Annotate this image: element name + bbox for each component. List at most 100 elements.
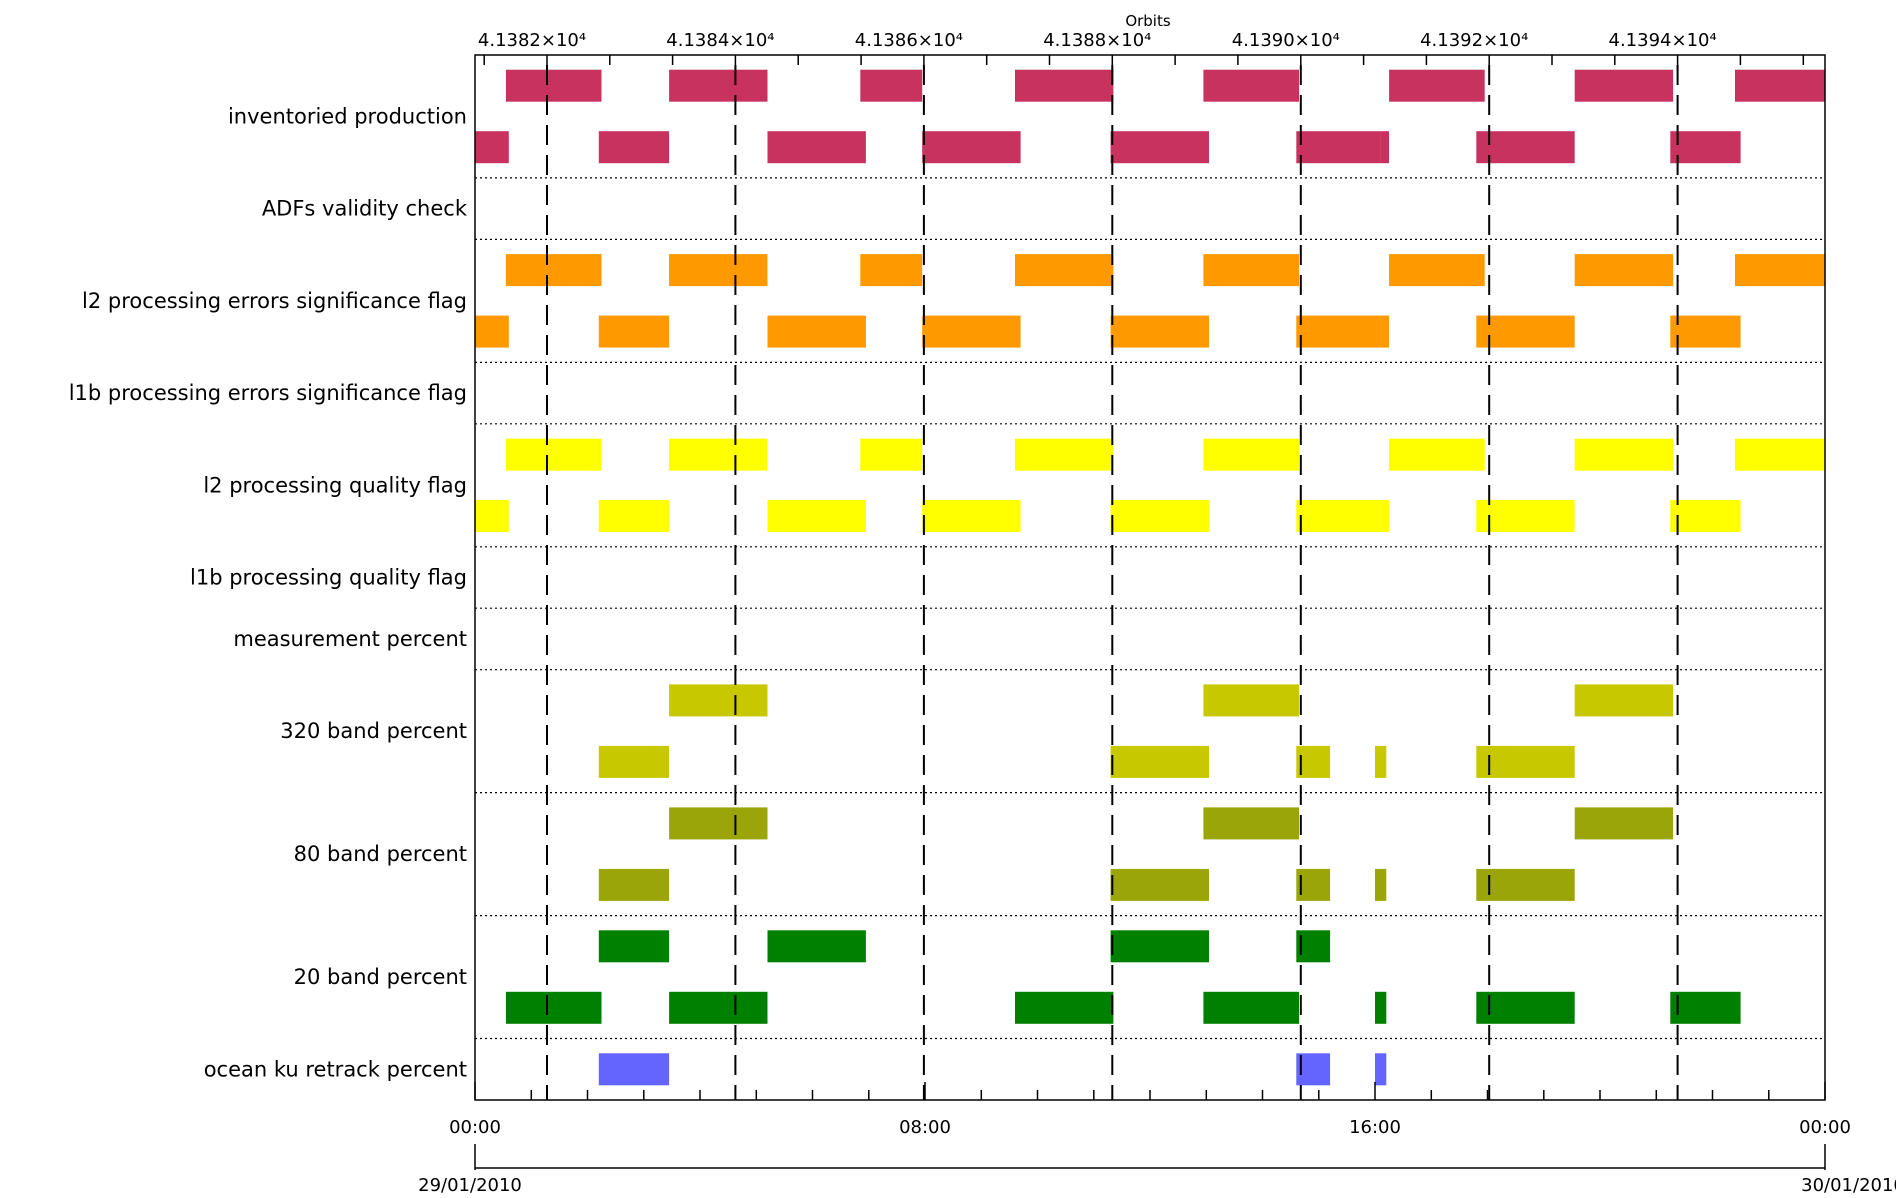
bar-9-8	[1375, 991, 1387, 1024]
row-label-3: l1b processing errors significance flag	[69, 381, 467, 405]
bar-10-2	[1375, 1053, 1387, 1086]
bar-8-5	[1296, 868, 1331, 901]
bar-4-15	[1476, 500, 1575, 532]
axes-layer	[474, 54, 1826, 1170]
bar-4-16	[1670, 500, 1741, 532]
bar-8-3	[598, 868, 670, 901]
row-label-4: l2 processing quality flag	[203, 473, 467, 497]
bar-9-2	[1110, 930, 1209, 963]
bar-4-8	[475, 500, 509, 532]
end-date-label: 30/01/2010	[1801, 1175, 1896, 1196]
bar-8-0	[669, 807, 768, 840]
bar-8-6	[1375, 868, 1387, 901]
row-label-0: inventoried production	[228, 105, 467, 129]
bottom-tick-label-2: 16:00	[1349, 1117, 1401, 1138]
top-tick-label-5: 4.1392×10⁴	[1420, 30, 1528, 51]
labels-layer: inventoried production ADFs validity chec…	[69, 30, 1851, 1138]
row-label-5: l1b processing quality flag	[190, 566, 467, 590]
bar-7-7	[1476, 745, 1575, 778]
bar-2-12	[1110, 315, 1209, 348]
bar-10-1	[1296, 1053, 1331, 1086]
row-label-8: 80 band percent	[294, 842, 467, 866]
bar-8-4	[1110, 868, 1209, 901]
grid-layer	[475, 65, 1825, 1100]
bar-4-11	[922, 500, 1021, 532]
bar-8-7	[1476, 868, 1575, 901]
top-tick-label-3: 4.1388×10⁴	[1043, 30, 1151, 51]
bar-0-9	[598, 131, 670, 164]
top-tick-label-0: 4.1382×10⁴	[478, 30, 586, 51]
row-label-6: measurement percent	[233, 627, 467, 651]
bar-0-5	[1389, 69, 1485, 102]
bar-0-11	[922, 131, 1021, 164]
bar-4-9	[598, 500, 670, 532]
bar-2-11	[922, 315, 1021, 348]
bar-8-2	[1574, 807, 1674, 840]
bar-2-8	[475, 315, 509, 348]
bar-9-3	[1296, 930, 1331, 963]
bar-9-9	[1476, 991, 1575, 1024]
bar-2-7	[1735, 254, 1825, 287]
bar-0-3	[1015, 69, 1114, 102]
bar-4-5	[1389, 438, 1485, 471]
bar-4-10	[767, 500, 866, 532]
bar-0-12	[1110, 131, 1209, 164]
bar-9-1	[767, 930, 866, 963]
bar-2-6	[1574, 254, 1674, 287]
bars-layer	[475, 69, 1825, 1086]
bar-2-4	[1203, 254, 1299, 287]
bar-0-15	[1476, 131, 1575, 164]
bar-7-5	[1296, 745, 1331, 778]
bar-0-10	[767, 131, 866, 164]
row-label-7: 320 band percent	[280, 719, 467, 743]
bar-0-16	[1670, 131, 1741, 164]
bar-9-4	[505, 991, 602, 1024]
bar-0-8	[475, 131, 509, 164]
bar-2-13	[1296, 315, 1381, 348]
bar-9-7	[1203, 991, 1299, 1024]
bar-7-3	[598, 745, 670, 778]
bottom-tick-label-3: 00:00	[1799, 1117, 1851, 1138]
bottom-tick-label-0: 00:00	[449, 1117, 501, 1138]
bar-9-6	[1015, 991, 1114, 1024]
bar-8-1	[1203, 807, 1299, 840]
bar-9-0	[598, 930, 670, 963]
top-tick-label-2: 4.1386×10⁴	[855, 30, 963, 51]
bar-7-4	[1110, 745, 1209, 778]
start-date-label: 29/01/2010	[418, 1175, 522, 1196]
bar-0-6	[1574, 69, 1674, 102]
bar-2-9	[598, 315, 670, 348]
bar-4-13	[1296, 500, 1381, 532]
bar-9-5	[669, 991, 768, 1024]
bar-7-2	[1574, 684, 1674, 717]
bar-2-10	[767, 315, 866, 348]
bar-2-14	[1380, 315, 1389, 348]
bar-2-0	[505, 254, 602, 287]
bar-0-4	[1203, 69, 1299, 102]
bar-2-15	[1476, 315, 1575, 348]
row-label-9: 20 band percent	[294, 965, 467, 989]
bar-4-12	[1110, 500, 1209, 532]
bar-0-0	[505, 69, 602, 102]
top-tick-label-6: 4.1394×10⁴	[1609, 30, 1717, 51]
row-label-10: ocean ku retrack percent	[204, 1057, 467, 1081]
bar-4-14	[1380, 500, 1389, 532]
bar-4-7	[1735, 438, 1825, 471]
bar-4-1	[669, 438, 768, 471]
bar-9-10	[1670, 991, 1741, 1024]
bar-7-0	[669, 684, 768, 717]
bar-0-14	[1380, 131, 1389, 164]
top-tick-label-4: 4.1390×10⁴	[1232, 30, 1340, 51]
bar-0-1	[669, 69, 768, 102]
bar-0-7	[1735, 69, 1825, 102]
bar-4-6	[1574, 438, 1674, 471]
bar-7-6	[1375, 745, 1387, 778]
row-label-2: l2 processing errors significance flag	[82, 289, 467, 313]
bar-4-0	[505, 438, 602, 471]
bar-2-2	[860, 254, 923, 287]
row-label-1: ADFs validity check	[262, 197, 468, 221]
bar-4-3	[1015, 438, 1114, 471]
bar-7-1	[1203, 684, 1299, 717]
bar-2-5	[1389, 254, 1485, 287]
